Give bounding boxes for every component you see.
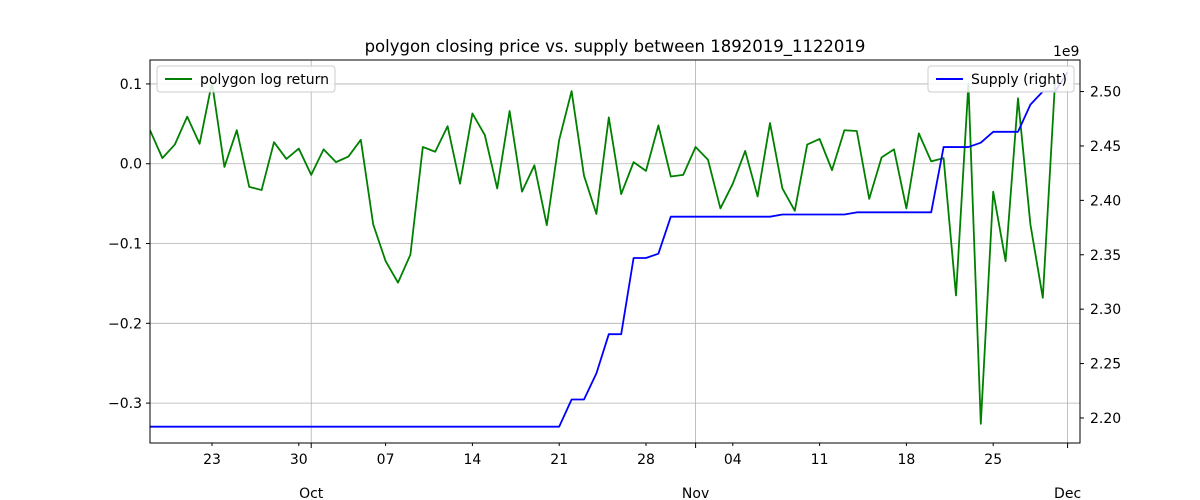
axes: 0.1 0.0 −0.1 −0.2 −0.3 2.20 2.25 2.30 2.35 2.40 2.… [108, 44, 1121, 500]
legend-box [927, 65, 1075, 93]
y-right-tick-label: 2.20 [1090, 411, 1121, 427]
x-minor-tick-label: 25 [984, 452, 1002, 468]
series-line-log-return [150, 79, 1057, 425]
chart-title: polygon closing price vs. supply between… [365, 37, 866, 57]
legend-label: polygon log return [200, 72, 329, 88]
y-right-tick-label: 2.40 [1090, 193, 1121, 209]
y-right-tick-label: 2.25 [1090, 357, 1121, 373]
x-minor-tick-label: 30 [290, 452, 308, 468]
x-major-tick-label: Dec [1054, 486, 1081, 500]
y-right-tick-label: 2.35 [1090, 248, 1121, 264]
x-minor-tick-label: 07 [377, 452, 395, 468]
legend-log-return: polygon log return [156, 65, 336, 93]
y-right-tick-label: 2.45 [1090, 139, 1121, 155]
y-right-tick-label: 2.30 [1090, 302, 1121, 318]
series-line-supply [150, 71, 1069, 428]
y-left-tick-label: 0.0 [120, 157, 142, 173]
plot-frame [149, 59, 1081, 444]
x-minor-tick-label: 11 [811, 452, 829, 468]
x-minor-tick-label: 18 [897, 452, 915, 468]
x-major-tick-label: Oct [299, 486, 324, 500]
legends: polygon log return Supply (right) [156, 65, 1075, 93]
x-minor-tick-label: 04 [724, 452, 742, 468]
y-left-tick-label: −0.3 [108, 396, 142, 412]
y-left-tick-label: −0.1 [108, 237, 142, 253]
y-right-tick-label: 2.50 [1090, 85, 1121, 101]
legend-supply: Supply (right) [927, 65, 1075, 93]
legend-label: Supply (right) [971, 72, 1067, 88]
y-left-tick-label: 0.1 [120, 77, 142, 93]
x-minor-tick-label: 23 [203, 452, 221, 468]
legend-box [156, 65, 336, 93]
x-minor-tick-label: 21 [550, 452, 568, 468]
y-right-offset-label: 1e9 [1053, 44, 1079, 60]
x-minor-tick-label: 14 [463, 452, 481, 468]
x-minor-tick-label: 28 [637, 452, 655, 468]
x-major-tick-label: Nov [682, 486, 709, 500]
y-left-tick-label: −0.2 [108, 316, 142, 332]
series-layer [150, 71, 1069, 428]
